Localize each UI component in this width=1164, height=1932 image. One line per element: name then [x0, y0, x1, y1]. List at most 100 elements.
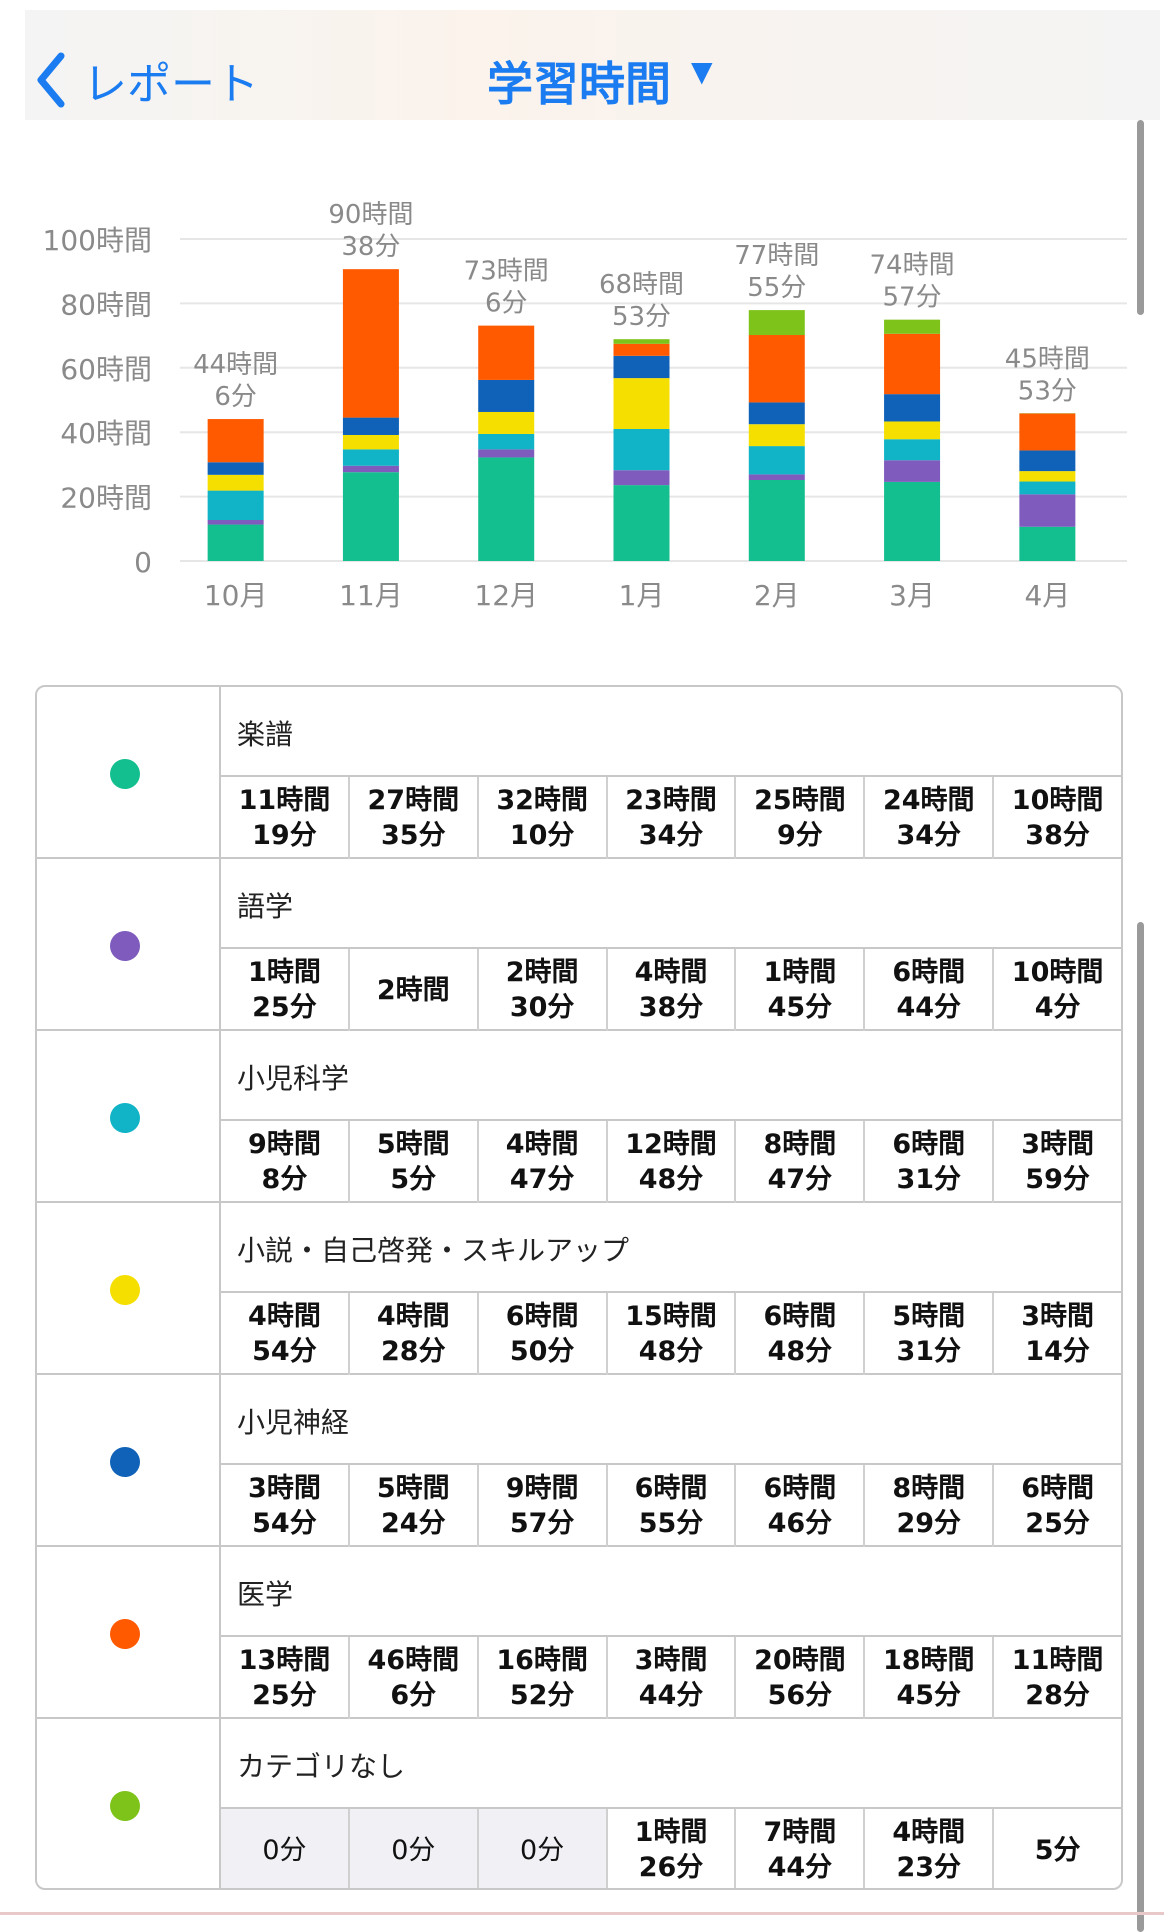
minutes: 44分	[639, 1678, 704, 1713]
minutes: 25分	[252, 990, 317, 1025]
hours: 3時間	[248, 1471, 321, 1506]
minutes: 14分	[1025, 1334, 1090, 1369]
bar-segment-6	[614, 339, 670, 344]
bar-segment-0	[478, 457, 534, 561]
bar-segment-0	[614, 485, 670, 561]
minutes: 6分	[390, 1678, 436, 1713]
minutes: 9分	[777, 818, 823, 853]
x-tick-label: 11月	[339, 579, 403, 612]
total-label-hours: 77時間	[734, 241, 819, 271]
bar-segment-1	[343, 466, 399, 472]
value-cell: 0分	[350, 1809, 479, 1890]
hours: 1時間	[635, 1815, 708, 1850]
hours: 9時間	[248, 1127, 321, 1162]
total-label-minutes: 38分	[341, 232, 400, 262]
hours: 13時間	[239, 1643, 331, 1678]
bar-segment-4	[478, 380, 534, 412]
minutes: 23分	[896, 1850, 961, 1885]
tab-bar-edge	[0, 1912, 1164, 1915]
value-cell: 5分	[994, 1809, 1121, 1890]
hours: 1時間	[763, 955, 836, 990]
bar-segment-0	[343, 472, 399, 561]
minutes: 52分	[510, 1678, 575, 1713]
hours: 16時間	[496, 1643, 588, 1678]
total-label-hours: 90時間	[328, 200, 413, 230]
minutes: 28分	[381, 1334, 446, 1369]
metric-selector[interactable]: 学習時間 ▼	[487, 48, 713, 114]
bar-segment-2	[478, 434, 534, 449]
minutes: 38分	[639, 990, 704, 1025]
category-color-dot	[110, 1619, 140, 1649]
bar-segment-1	[1019, 494, 1075, 526]
x-tick-label: 12月	[474, 579, 538, 612]
bar-segment-4	[749, 402, 805, 424]
hours: 23時間	[625, 783, 717, 818]
bar-segment-3	[614, 378, 670, 429]
bar-segment-4	[208, 462, 264, 475]
page-scrollbar[interactable]	[1137, 922, 1144, 1932]
page-title: 学習時間	[487, 48, 671, 114]
hours: 2時間	[506, 955, 579, 990]
minutes: 28分	[1025, 1678, 1090, 1713]
minutes: 44分	[768, 1850, 833, 1885]
minutes: 44分	[896, 990, 961, 1025]
minutes: 5分	[390, 1162, 436, 1197]
hours: 25時間	[754, 783, 846, 818]
minutes: 0分	[520, 1833, 564, 1868]
hours: 6時間	[1021, 1471, 1094, 1506]
minutes: 5分	[1035, 1833, 1081, 1868]
bar-segment-3	[1019, 471, 1075, 481]
category-name: 小児神経	[219, 1375, 1121, 1465]
hours: 3時間	[1021, 1127, 1094, 1162]
chevron-left-icon	[35, 52, 65, 108]
minutes: 54分	[252, 1334, 317, 1369]
minutes: 48分	[639, 1334, 704, 1369]
bar-segment-2	[884, 439, 940, 460]
hours: 24時間	[883, 783, 975, 818]
y-tick-label: 60時間	[60, 353, 152, 386]
bar-segment-6	[884, 320, 940, 334]
minutes: 8分	[262, 1162, 308, 1197]
bar-segment-3	[478, 412, 534, 434]
minutes: 45分	[896, 1678, 961, 1713]
chart-scrollbar[interactable]	[1137, 120, 1144, 315]
total-label-minutes: 53分	[612, 302, 671, 332]
total-label-hours: 44時間	[193, 350, 278, 380]
bar-segment-3	[749, 424, 805, 446]
bar-segment-5	[1019, 414, 1075, 451]
hours: 6時間	[763, 1471, 836, 1506]
minutes: 29分	[896, 1506, 961, 1541]
back-button[interactable]: レポート	[35, 48, 259, 112]
hours: 5時間	[377, 1127, 450, 1162]
hours: 20時間	[754, 1643, 846, 1678]
